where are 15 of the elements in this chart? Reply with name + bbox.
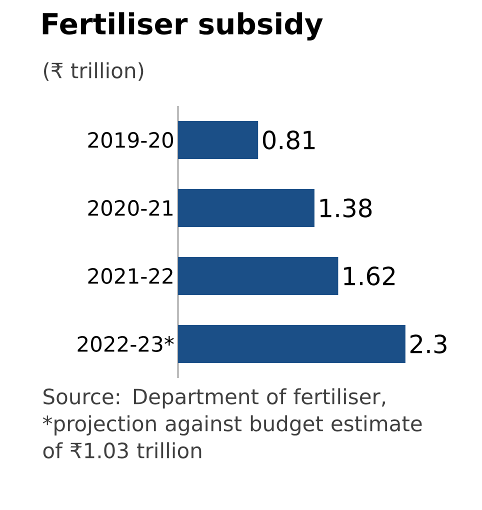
bar [178, 257, 338, 295]
y-tick-label: 2019-20 [88, 132, 174, 148]
y-tick-label: 2022-23* [78, 336, 174, 352]
data-label: 1.62 [344, 266, 395, 286]
chart-subtitle: (₹ trillion) [44, 62, 144, 81]
source-note: Source: Department of fertiliser, *projection against budget estimate of ₹1.03 trillion [42, 388, 422, 458]
bar [178, 121, 258, 159]
chart-title: Fertiliser subsidy [42, 12, 323, 40]
y-tick-label: 2020-21 [88, 200, 172, 216]
data-label: 1.38 [320, 198, 372, 218]
y-tick-label: 2021-22 [88, 268, 172, 284]
bar [178, 189, 314, 227]
data-label: 0.81 [262, 130, 315, 150]
bar [178, 325, 406, 363]
data-label: 2.3 [410, 334, 446, 354]
